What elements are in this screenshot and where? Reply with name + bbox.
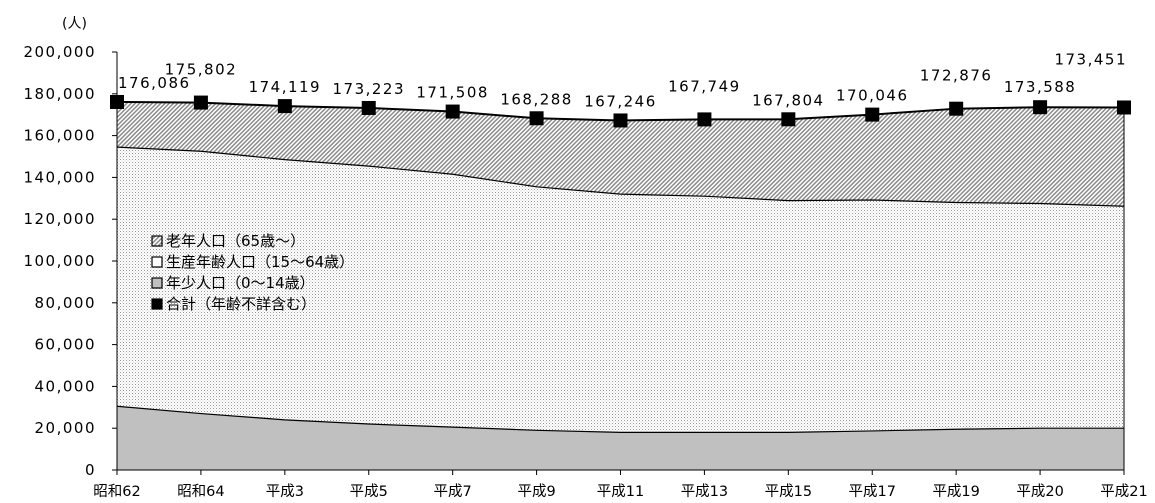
y-tick-label: 140,000: [23, 168, 96, 186]
total-marker: [865, 107, 880, 122]
plot-area: [110, 94, 1131, 470]
y-tick-label: 40,000: [35, 377, 97, 395]
total-data-label: 173,451: [1054, 50, 1127, 68]
y-tick-label: 100,000: [23, 252, 96, 270]
legend-label: 合計（年齢不詳含む）: [166, 295, 316, 313]
total-marker: [277, 99, 292, 114]
axes: 0 20,000 40,000 60,000 80,000 100,000 120,000 1…: [23, 16, 1147, 500]
x-tick-label: 平成13: [681, 483, 728, 500]
y-tick-label: 60,000: [35, 336, 97, 354]
y-tick-label: 120,000: [23, 210, 96, 228]
total-marker: [193, 95, 208, 110]
total-marker: [781, 112, 796, 127]
legend-swatch: [151, 277, 163, 289]
total-marker: [1033, 100, 1048, 115]
line-young-top: [116, 405, 1124, 433]
x-tick-label: 平成15: [765, 483, 812, 500]
total-marker: [949, 101, 964, 116]
y-tick-label: 0: [85, 461, 96, 479]
legend-swatch: [151, 256, 163, 268]
x-tick-label: 平成21: [1100, 483, 1147, 500]
legend-label: 生産年齢人口（15～64歳）: [166, 253, 354, 271]
y-tick-label: 200,000: [23, 43, 96, 61]
legend: 老年人口（65歳～） 生産年齢人口（15～64歳） 年少人口（0～14歳） 合計（年齢…: [151, 232, 354, 313]
x-tick-label: 平成9: [517, 483, 555, 500]
x-tick-label: 昭和64: [177, 483, 224, 500]
legend-swatch: [151, 298, 163, 310]
total-data-label: 171,508: [416, 84, 489, 102]
total-marker: [445, 104, 460, 119]
area-elderly: [117, 101, 1124, 207]
total-marker: [613, 113, 628, 128]
x-tick-label: 平成11: [597, 483, 644, 500]
total-marker: [361, 100, 376, 115]
total-data-label: 175,802: [165, 61, 238, 79]
y-unit-label: (人): [62, 16, 87, 32]
total-data-label: 168,288: [500, 90, 573, 108]
total-marker: [529, 111, 544, 126]
legend-label: 年少人口（0～14歳）: [166, 274, 315, 292]
y-tick-label: 80,000: [35, 294, 97, 312]
total-data-label: 174,119: [249, 78, 322, 96]
x-tick-label: 平成5: [350, 483, 388, 500]
total-data-label: 167,749: [668, 77, 741, 95]
total-data-label: 170,046: [836, 87, 909, 105]
total-data-label: 176,086: [118, 74, 191, 92]
x-tick-label: 平成17: [849, 483, 896, 500]
x-tick-label: 平成19: [932, 483, 979, 500]
y-tick-label: 20,000: [35, 419, 97, 437]
area-young: [117, 406, 1124, 470]
legend-swatch: [151, 235, 163, 247]
x-tick-label: 平成3: [266, 483, 304, 500]
total-data-label: 167,246: [584, 92, 657, 110]
legend-label: 老年人口（65歳～）: [166, 232, 305, 250]
y-tick-label: 160,000: [23, 127, 96, 145]
x-tick-label: 昭和62: [93, 483, 140, 500]
y-tick-label: 180,000: [23, 85, 96, 103]
x-tick-label: 平成7: [434, 483, 472, 500]
total-data-label: 173,223: [332, 80, 405, 98]
x-tick-label: 平成20: [1016, 483, 1063, 500]
total-marker: [697, 112, 712, 127]
total-data-label: 173,588: [1004, 78, 1077, 96]
total-data-label: 172,876: [920, 67, 993, 85]
line-working-top: [116, 146, 1125, 207]
area-working: [117, 147, 1124, 433]
total-data-label: 167,804: [752, 91, 825, 109]
